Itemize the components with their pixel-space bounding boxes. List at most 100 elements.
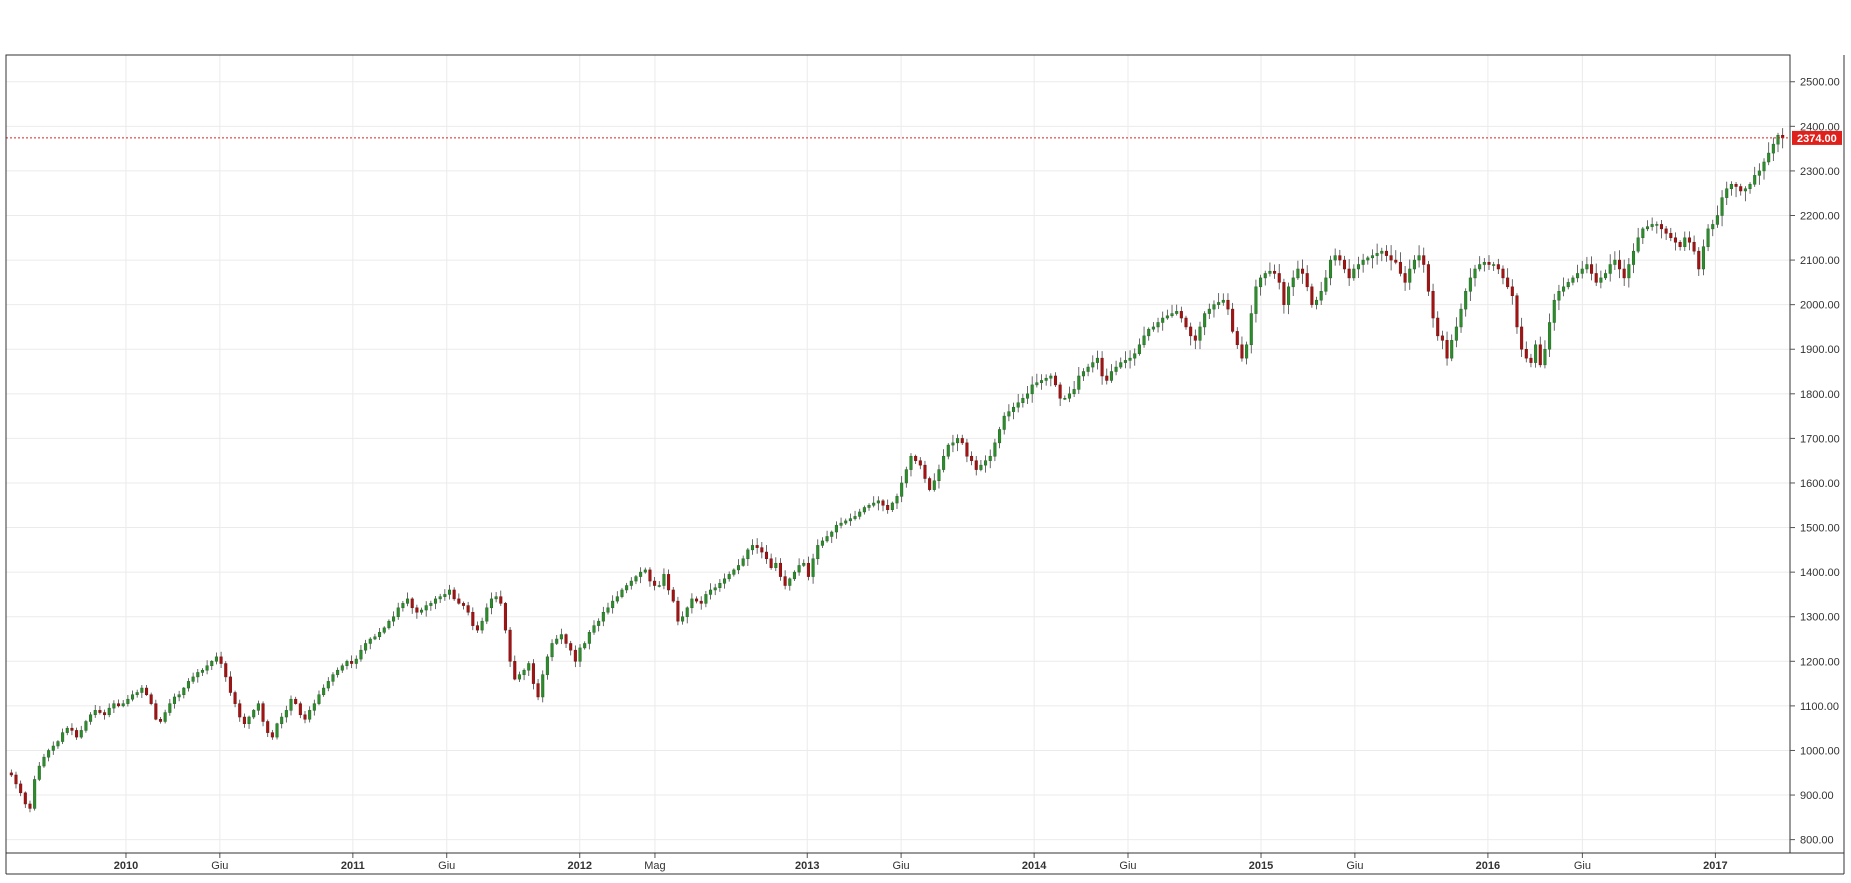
candle-body-up <box>1156 322 1160 328</box>
candle <box>1599 270 1603 289</box>
candle-body-down <box>1594 273 1598 283</box>
candle-body-up <box>396 607 400 617</box>
candle-body-up <box>168 703 172 713</box>
candle-body-up <box>1030 384 1034 395</box>
candle <box>1254 279 1258 323</box>
candle <box>1305 265 1309 292</box>
candle-body-down <box>19 783 23 794</box>
candle-body-up <box>312 703 316 711</box>
candle-body-up <box>1380 250 1384 254</box>
candle-body-up <box>308 710 312 720</box>
candle-body-up <box>1128 357 1132 361</box>
candle <box>783 570 787 590</box>
candle-body-up <box>904 469 908 484</box>
candle-body-up <box>1468 277 1472 292</box>
candle-body-down <box>70 727 74 731</box>
candle <box>615 591 619 604</box>
candle <box>993 438 997 462</box>
candle-body-up <box>130 694 135 700</box>
candle <box>1156 317 1160 333</box>
candle-body-down <box>238 703 242 718</box>
candle-body-down <box>928 478 932 490</box>
candle <box>154 699 158 721</box>
candle-body-down <box>1058 384 1062 399</box>
candle <box>457 593 461 605</box>
candle <box>1636 227 1640 254</box>
candle <box>89 712 93 725</box>
candle <box>620 587 624 599</box>
candle <box>1161 311 1165 331</box>
candle-body-up <box>65 727 69 733</box>
candle <box>681 611 685 625</box>
candle <box>676 596 680 626</box>
candle-body-up <box>792 571 796 580</box>
candle <box>1431 283 1435 328</box>
candle <box>1641 226 1645 244</box>
candle-body-up <box>1324 277 1328 292</box>
candle <box>1314 296 1319 310</box>
candle-body-up <box>690 598 694 609</box>
candle <box>103 709 107 720</box>
x-tick-label: 2011 <box>341 860 365 872</box>
candle <box>1342 255 1347 274</box>
candle <box>1445 331 1449 366</box>
candle-body-down <box>1739 186 1743 192</box>
candle <box>359 644 363 662</box>
candle <box>1450 334 1454 362</box>
x-tick-label: 2017 <box>1703 860 1727 872</box>
candle <box>1725 181 1729 205</box>
candle-body-down <box>648 569 652 582</box>
candle-body-up <box>1114 366 1118 372</box>
candle <box>1594 263 1598 287</box>
candle-body-up <box>1571 277 1575 283</box>
candle <box>1133 348 1137 366</box>
candle <box>830 530 834 544</box>
candle-body-up <box>191 676 195 682</box>
candle-body-down <box>778 562 782 577</box>
candle <box>611 595 615 614</box>
candle-body-up <box>597 620 601 626</box>
x-tick-label: Mag <box>644 860 665 872</box>
x-tick-label: 2012 <box>567 860 591 872</box>
candle-body-up <box>1604 273 1608 279</box>
candle <box>685 606 689 624</box>
candle-body-up <box>1002 415 1006 430</box>
candle-body-down <box>1347 268 1351 279</box>
candle <box>452 587 456 601</box>
candle-body-up <box>1534 344 1538 363</box>
candle <box>149 692 153 706</box>
candle-body-up <box>33 779 37 809</box>
candle-body-down <box>457 598 461 604</box>
candle <box>755 538 759 554</box>
candle-body-down <box>1697 250 1701 270</box>
candle-body-up <box>205 665 209 671</box>
candle-body-up <box>681 616 685 622</box>
candle-body-up <box>1627 264 1631 279</box>
candle-body-up <box>382 627 386 633</box>
candle <box>228 671 232 696</box>
candle <box>1356 256 1361 279</box>
candle-body-up <box>1081 371 1085 377</box>
last-price-tag: 2374.00 <box>1792 130 1842 145</box>
candle-body-up <box>1743 188 1747 192</box>
candle-body-down <box>103 712 107 716</box>
candle-body-up <box>1119 362 1123 368</box>
candle-body-down <box>415 607 419 613</box>
candle-body-up <box>1771 143 1775 154</box>
candle <box>653 576 657 591</box>
candle-body-up <box>750 545 755 551</box>
candle-body-up <box>163 712 167 722</box>
candle <box>350 655 354 669</box>
candle-body-down <box>974 460 978 470</box>
candle <box>750 539 755 555</box>
candle-body-up <box>932 480 936 490</box>
candle <box>802 559 806 568</box>
candle-body-up <box>834 525 838 533</box>
candle-body-up <box>196 672 200 678</box>
candle <box>569 640 573 656</box>
candle <box>1170 304 1174 318</box>
candle-body-down <box>14 774 18 785</box>
candle <box>1235 327 1239 349</box>
candle <box>1240 336 1244 362</box>
candle-body-up <box>37 765 41 780</box>
